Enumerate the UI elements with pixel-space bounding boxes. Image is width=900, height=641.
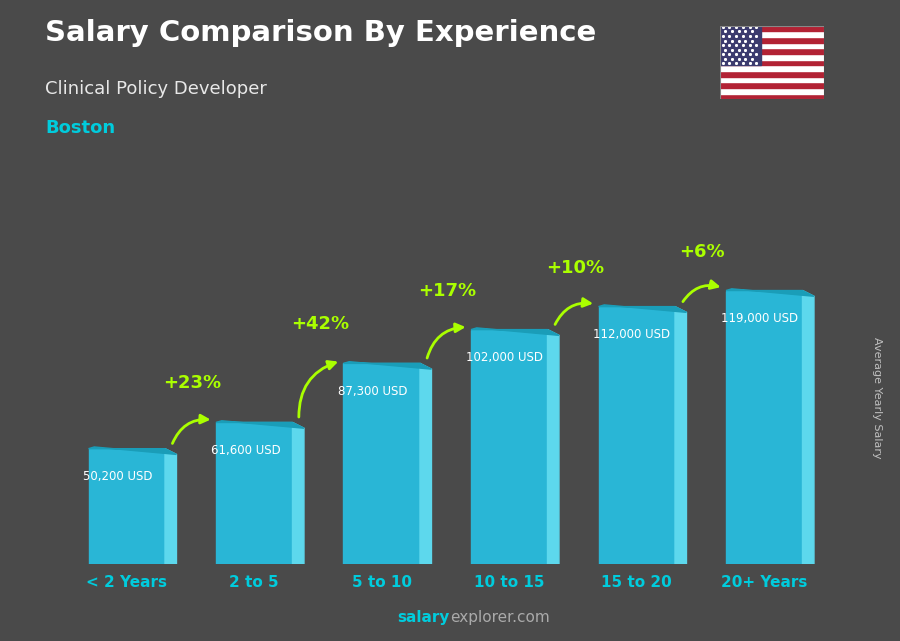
Bar bbox=[726, 290, 803, 564]
Polygon shape bbox=[88, 447, 176, 454]
Text: 119,000 USD: 119,000 USD bbox=[721, 312, 798, 325]
Text: +23%: +23% bbox=[163, 374, 221, 392]
Bar bbox=[720, 60, 824, 65]
Bar bbox=[598, 306, 675, 564]
Polygon shape bbox=[471, 328, 559, 335]
Bar bbox=[720, 31, 824, 37]
Bar bbox=[88, 449, 165, 564]
Bar bbox=[471, 329, 547, 564]
Polygon shape bbox=[803, 290, 814, 564]
Bar bbox=[720, 48, 824, 54]
Text: 87,300 USD: 87,300 USD bbox=[338, 385, 408, 398]
Bar bbox=[720, 37, 824, 43]
Text: 50,200 USD: 50,200 USD bbox=[84, 470, 153, 483]
Polygon shape bbox=[292, 422, 304, 564]
Text: Salary Comparison By Experience: Salary Comparison By Experience bbox=[45, 19, 596, 47]
Polygon shape bbox=[726, 289, 814, 296]
Polygon shape bbox=[344, 362, 431, 369]
Bar bbox=[720, 26, 761, 65]
Text: 61,600 USD: 61,600 USD bbox=[211, 444, 281, 457]
Bar bbox=[216, 422, 292, 564]
Text: 102,000 USD: 102,000 USD bbox=[466, 351, 543, 364]
Polygon shape bbox=[165, 449, 176, 564]
Polygon shape bbox=[547, 329, 559, 564]
Bar bbox=[720, 88, 824, 94]
Text: explorer.com: explorer.com bbox=[450, 610, 550, 625]
Text: Average Yearly Salary: Average Yearly Salary bbox=[872, 337, 883, 458]
Bar bbox=[720, 65, 824, 71]
Polygon shape bbox=[675, 306, 687, 564]
Bar bbox=[720, 54, 824, 60]
Text: salary: salary bbox=[398, 610, 450, 625]
Bar bbox=[720, 82, 824, 88]
Bar bbox=[720, 94, 824, 99]
Bar bbox=[720, 71, 824, 77]
Text: Boston: Boston bbox=[45, 119, 115, 137]
Bar bbox=[720, 26, 824, 31]
Bar bbox=[720, 77, 824, 82]
Text: +10%: +10% bbox=[545, 258, 604, 277]
Text: +17%: +17% bbox=[418, 281, 476, 299]
Text: +6%: +6% bbox=[680, 242, 725, 260]
Bar bbox=[720, 43, 824, 48]
Text: 112,000 USD: 112,000 USD bbox=[593, 328, 670, 341]
Bar bbox=[344, 363, 420, 564]
Text: +42%: +42% bbox=[291, 315, 349, 333]
Polygon shape bbox=[598, 305, 687, 312]
Polygon shape bbox=[420, 363, 431, 564]
Text: Clinical Policy Developer: Clinical Policy Developer bbox=[45, 80, 267, 98]
Polygon shape bbox=[216, 420, 304, 428]
